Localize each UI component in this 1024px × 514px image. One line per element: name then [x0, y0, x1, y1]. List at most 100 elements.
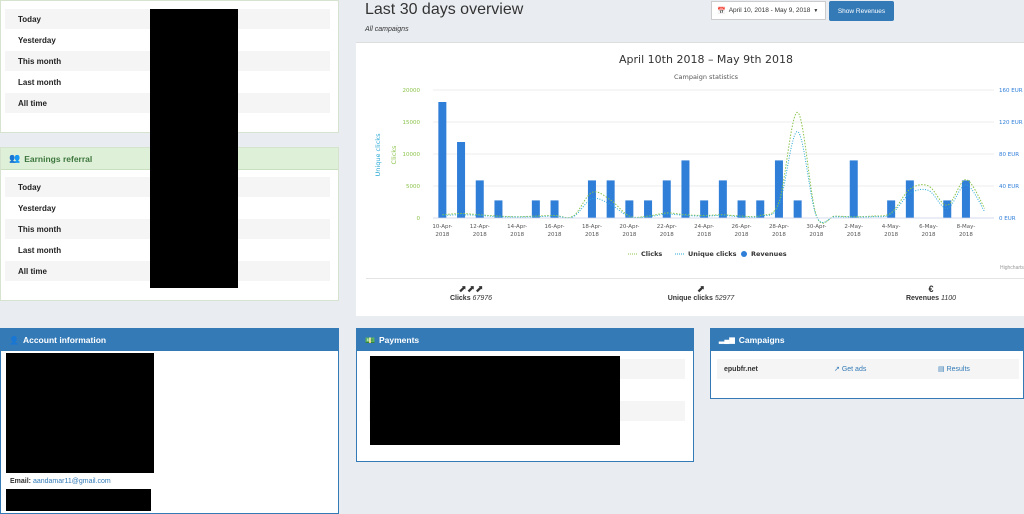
results-link[interactable]: ▤ Results	[938, 365, 970, 373]
x-tick-label: 8-May-	[957, 224, 976, 230]
email-label: Email:	[10, 478, 32, 485]
stats-period-row-label: This month	[18, 56, 62, 66]
y-left-tick-label: 10000	[403, 152, 421, 158]
y-axis-label-unique-clicks: Unique clicks	[374, 133, 382, 177]
redacted-block	[6, 489, 151, 511]
revenue-bar	[587, 180, 596, 218]
legend-label: Unique clicks	[688, 250, 737, 258]
payments-title: Payments	[378, 335, 420, 345]
account-information-panel: 👤 Account information Email: aandamar11@…	[0, 328, 339, 514]
revenue-bar	[644, 200, 653, 218]
x-tick-label: 2018	[772, 232, 786, 238]
date-range-value: April 10, 2018 - May 9, 2018	[728, 7, 811, 14]
revenues-stat-label: Revenues	[905, 295, 940, 302]
euro-icon: €	[928, 284, 934, 294]
y-left-tick-label: 0	[417, 216, 421, 222]
referral-period-row: Last month	[5, 240, 330, 260]
redacted-block	[6, 353, 154, 473]
revenues-stat-value: 1100	[940, 295, 957, 302]
series-line-unique-clicks	[442, 131, 986, 223]
page-title: Last 30 days overview	[365, 1, 524, 18]
caret-down-icon: ▼	[813, 7, 819, 14]
bar-chart-icon: ▂▄▆	[719, 337, 735, 344]
referral-period-row-label: Today	[18, 182, 41, 192]
stats-period-row-label: Last month	[18, 77, 62, 87]
referral-period-row-label: All time	[18, 266, 47, 276]
revenue-bar	[625, 200, 634, 218]
campaigns-header: ▂▄▆ Campaigns	[711, 329, 1023, 351]
revenue-bar	[793, 200, 802, 218]
revenue-bar	[681, 160, 690, 218]
email-link[interactable]: aandamar11@gmail.com	[32, 478, 111, 485]
legend-symbol	[741, 251, 747, 257]
unique-clicks-stat: ⬈ Unique clicks 52977	[646, 284, 756, 302]
campaigns-panel: ▂▄▆ Campaigns epubfr.net ↗ Get ads ▤ Res…	[710, 328, 1024, 399]
revenue-bar	[961, 180, 970, 218]
revenue-bar	[700, 200, 709, 218]
revenue-bar	[438, 102, 447, 218]
users-icon: 👥	[9, 153, 21, 163]
summary-stats: ⬈⬈⬈ Clicks 67976 ⬈ Unique clicks 52977 €…	[366, 278, 1024, 316]
user-icon: 👤	[9, 335, 19, 345]
stats-period-row-label: All time	[18, 98, 47, 108]
revenue-bar	[494, 200, 503, 218]
date-range-picker[interactable]: 📅 April 10, 2018 - May 9, 2018 ▼	[711, 1, 826, 20]
y-right-tick-label: 0 EUR	[999, 216, 1016, 222]
revenue-bar	[774, 160, 783, 218]
x-tick-label: 2018	[622, 232, 636, 238]
referral-period-row-label: Yesterday	[18, 203, 56, 213]
cursor-icon: ⬈	[696, 284, 706, 295]
x-tick-label: 16-Apr-	[545, 224, 565, 230]
x-tick-label: 2018	[585, 232, 599, 238]
y-right-tick-label: 120 EUR	[999, 120, 1023, 126]
x-tick-label: 24-Apr-	[694, 224, 714, 230]
revenue-bar	[756, 200, 765, 218]
show-revenues-button[interactable]: Show Revenues	[829, 1, 894, 21]
revenue-bar	[737, 200, 746, 218]
area-chart-icon: ▤	[938, 366, 945, 373]
chart-subtitle: Campaign statistics	[674, 73, 739, 81]
revenue-bar	[606, 180, 615, 218]
payments-header: 💵 Payments	[357, 329, 693, 351]
revenue-bar	[475, 180, 484, 218]
campaigns-title: Campaigns	[738, 335, 785, 345]
x-tick-label: 18-Apr-	[582, 224, 602, 230]
x-tick-label: 2018	[809, 232, 823, 238]
x-tick-label: 6-May-	[919, 224, 938, 230]
email-row: Email: aandamar11@gmail.com	[10, 478, 111, 485]
revenue-bar	[718, 180, 727, 218]
stats-period-row-label: Today	[18, 14, 41, 24]
x-tick-label: 4-May-	[882, 224, 901, 230]
redacted-block	[370, 356, 620, 445]
revenue-bar	[550, 200, 559, 218]
chart-title: April 10th 2018 – May 9th 2018	[619, 53, 793, 66]
calendar-icon: 📅	[717, 7, 726, 15]
stats-period-row-label: Yesterday	[18, 35, 56, 45]
campaign-statistics-chart: April 10th 2018 – May 9th 2018 Campaign …	[374, 53, 1023, 258]
revenue-bar	[849, 160, 858, 218]
x-tick-label: 2018	[884, 232, 898, 238]
clicks-stat: ⬈⬈⬈ Clicks 67976	[426, 284, 516, 302]
x-tick-label: 26-Apr-	[732, 224, 752, 230]
x-tick-label: 2018	[660, 232, 674, 238]
x-tick-label: 2018	[959, 232, 973, 238]
account-information-header: 👤 Account information	[1, 329, 338, 351]
legend-label: Revenues	[751, 250, 787, 258]
legend-label: Clicks	[641, 250, 662, 258]
stats-period-row: Last month	[5, 72, 330, 92]
chart-container: April 10th 2018 – May 9th 2018 Campaign …	[356, 42, 1024, 316]
y-left-tick-label: 15000	[403, 120, 421, 126]
x-tick-label: 2018	[435, 232, 449, 238]
revenue-bar	[531, 200, 540, 218]
y-right-tick-label: 40 EUR	[999, 184, 1019, 190]
revenue-bar	[662, 180, 671, 218]
y-left-tick-label: 20000	[403, 88, 421, 94]
y-left-tick-label: 5000	[406, 184, 420, 190]
payments-panel: 💵 Payments	[356, 328, 694, 462]
results-label: Results	[946, 366, 970, 373]
x-tick-label: 2018	[697, 232, 711, 238]
unique-clicks-stat-label: Unique clicks	[667, 295, 713, 302]
get-ads-link[interactable]: ↗ Get ads	[834, 365, 938, 373]
x-tick-label: 14-Apr-	[507, 224, 527, 230]
x-tick-label: 10-Apr-	[432, 224, 452, 230]
